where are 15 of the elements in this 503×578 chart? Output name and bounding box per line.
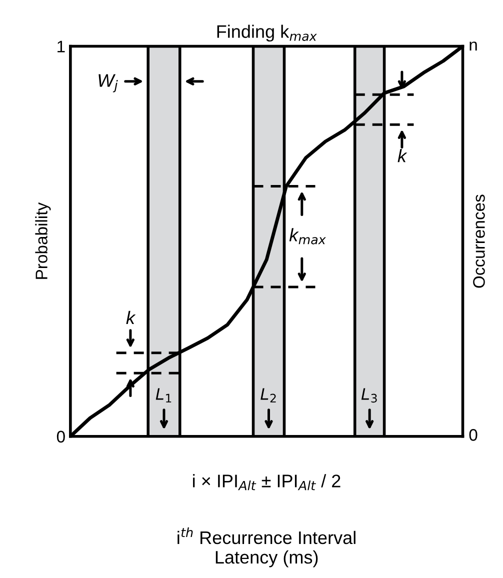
chart-title: Finding k$_{max}$ [217, 24, 317, 42]
annotation: k$_{max}$ [289, 228, 326, 244]
x-axis-title: i$^{th}$ Recurrence Interval Latency (ms) [178, 527, 356, 568]
annotation: L$_{1}$ [156, 388, 172, 402]
annotation: k [126, 310, 136, 324]
y-tick-label: 1 [58, 40, 65, 52]
annotation: L$_{3}$ [361, 388, 377, 403]
y-axis-title: Probability [35, 202, 51, 279]
text: 0 [469, 429, 478, 441]
text: n [470, 42, 477, 51]
annotation: W$_{j}$ [98, 74, 118, 92]
y2-axis-title: Occurrences [473, 194, 485, 288]
text: i × IPI$_{Alt}$ ± IPI$_{Alt}$ / 2 [193, 474, 340, 490]
annotation: k [398, 149, 408, 162]
annotation: L$_{2}$ [260, 388, 276, 402]
